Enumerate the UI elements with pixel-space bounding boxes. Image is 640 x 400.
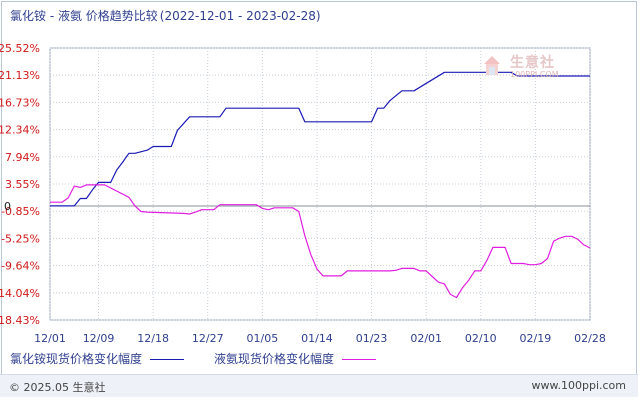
- legend-label-nh4cl: 氯化铵现货价格变化幅度: [10, 352, 143, 366]
- x-tick-label: 02/01: [410, 332, 442, 345]
- watermark-name: 生意社: [510, 55, 555, 71]
- y-tick-label: 7.94%: [5, 151, 40, 164]
- x-tick-label: 12/27: [192, 332, 224, 345]
- y-tick-label: 21.13%: [0, 69, 40, 82]
- watermark-url: 100PPI.COM: [510, 70, 559, 79]
- legend-item-nh3: 液氨现货价格变化幅度: [214, 350, 377, 367]
- x-tick-label: 02/10: [465, 332, 497, 345]
- logo-icon: [484, 56, 500, 75]
- legend-swatch-nh4cl: [150, 359, 185, 360]
- y-tick-label: -5.25%: [1, 232, 40, 245]
- series-line-0: [50, 71, 590, 207]
- y-tick-label: -9.64%: [1, 260, 40, 273]
- x-tick-label: 02/28: [574, 332, 606, 345]
- footer-site-link[interactable]: www.100ppi.com: [531, 379, 626, 392]
- y-tick-label: 16.73%: [0, 96, 40, 109]
- watermark-logo: 生意社 100PPI.COM: [478, 52, 578, 84]
- x-tick-label: 12/09: [83, 332, 115, 345]
- chart-title-text: 氯化铵 - 液氨 价格趋势比较: [10, 9, 158, 23]
- x-tick-label: 02/19: [520, 332, 552, 345]
- y-tick-label: -0.85%: [1, 205, 40, 218]
- footer-bar: © 2025.05 生意社 www.100ppi.com: [0, 374, 638, 397]
- x-tick-label: 01/14: [301, 332, 333, 345]
- series-line-1: [50, 184, 591, 299]
- y-tick-label: 25.52%: [0, 42, 40, 55]
- x-tick-label: 12/18: [137, 332, 169, 345]
- y-tick-label: -14.04%: [0, 287, 40, 300]
- y-tick-label: -18.43%: [0, 314, 40, 327]
- legend-label-nh3: 液氨现货价格变化幅度: [214, 352, 335, 366]
- x-tick-label: 01/23: [356, 332, 388, 345]
- x-tick-label: 12/01: [34, 332, 66, 345]
- footer-copyright: © 2025.05 生意社: [9, 381, 106, 394]
- y-tick-label: 3.55%: [5, 178, 40, 191]
- legend-swatch-nh3: [342, 359, 377, 360]
- legend-item-nh4cl: 氯化铵现货价格变化幅度: [10, 350, 185, 367]
- y-tick-label: 12.34%: [0, 124, 40, 137]
- zero-label: 0: [4, 200, 11, 213]
- x-tick-label: 01/05: [247, 332, 279, 345]
- chart-subtitle: (2022-12-01 - 2023-02-28): [159, 9, 321, 23]
- chart-title: 氯化铵 - 液氨 价格趋势比较 (2022-12-01 - 2023-02-28): [10, 7, 321, 24]
